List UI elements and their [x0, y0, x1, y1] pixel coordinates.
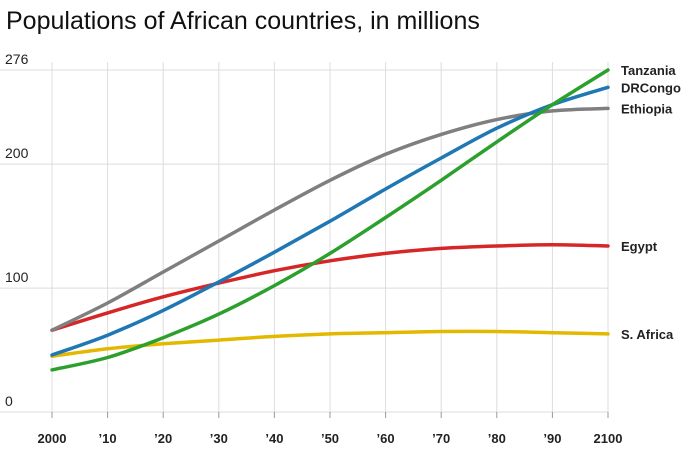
x-tick-label: ’70: [432, 431, 450, 446]
series-line-egypt: [50, 242, 610, 332]
y-axis-ticks: 0 100 200 276: [5, 51, 29, 409]
series-line-ethiopia: [50, 106, 610, 332]
x-tick-label: ’50: [321, 431, 339, 446]
series-label-tanzania: Tanzania: [621, 63, 676, 78]
x-tick-label: ’40: [265, 431, 283, 446]
series-line-drcongo: [50, 85, 610, 357]
x-tick-label: ’60: [377, 431, 395, 446]
y-tick-label: 200: [5, 145, 29, 161]
series-label-egypt: Egypt: [621, 239, 658, 254]
x-tick-label: ’10: [99, 431, 117, 446]
series-label-drcongo: DRCongo: [621, 80, 681, 95]
y-tick-label: 276: [5, 51, 29, 67]
x-tick-label: ’80: [488, 431, 506, 446]
series-lines: [50, 68, 610, 372]
y-tick-label: 0: [5, 393, 13, 409]
x-tick-label: ’90: [543, 431, 561, 446]
series-line-tanzania: [50, 68, 610, 372]
series-labels: Tanzania DRCongo Ethiopia Egypt S. Africa: [621, 63, 681, 342]
gridlines: [0, 62, 609, 418]
x-tick-label: 2000: [38, 431, 67, 446]
x-tick-label: 2100: [594, 431, 623, 446]
y-tick-label: 100: [5, 269, 29, 285]
series-label-s-africa: S. Africa: [621, 327, 674, 342]
chart-title: Populations of African countries, in mil…: [6, 7, 480, 35]
series-label-ethiopia: Ethiopia: [621, 101, 673, 116]
x-axis-ticks: 2000 ’10 ’20 ’30 ’40 ’50 ’60 ’70 ’80 ’90 2100: [38, 431, 623, 446]
x-tick-label: ’30: [210, 431, 228, 446]
x-tick-label: ’20: [154, 431, 172, 446]
